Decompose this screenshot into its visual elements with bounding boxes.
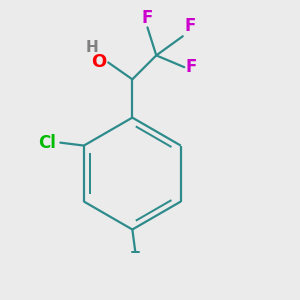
Text: O: O	[92, 53, 107, 71]
Text: H: H	[85, 40, 98, 55]
Text: Cl: Cl	[38, 134, 56, 152]
Text: F: F	[184, 17, 196, 35]
Text: F: F	[186, 58, 197, 76]
Text: F: F	[142, 8, 153, 26]
